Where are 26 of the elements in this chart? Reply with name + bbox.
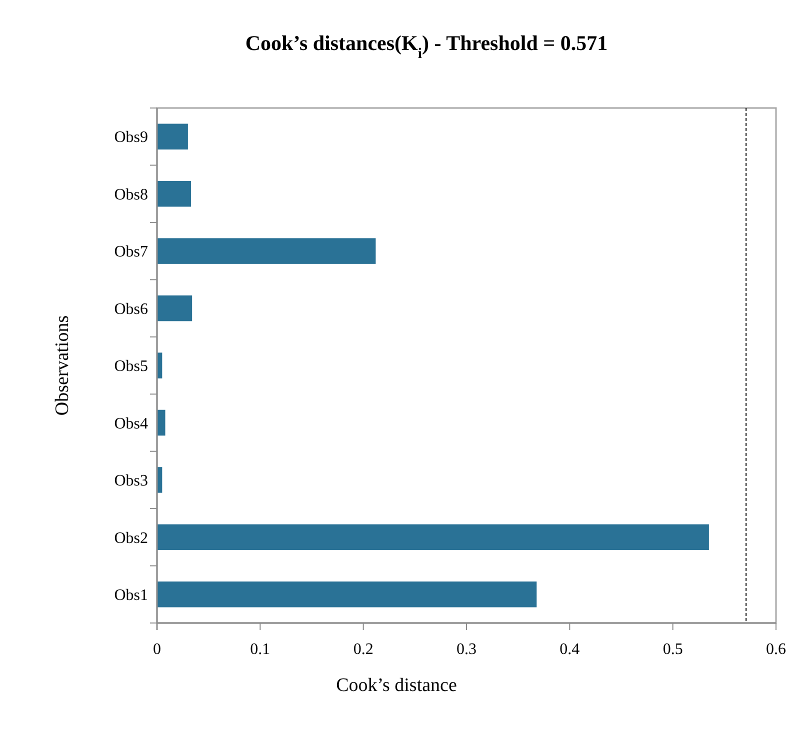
bar xyxy=(157,180,192,207)
chart-title: Cook’s distances(K$_{i}$) - Threshold = 0.571 xyxy=(245,31,608,62)
x-tick-label: 0.4 xyxy=(560,641,580,658)
y-tick-label: Obs9 xyxy=(114,129,148,146)
y-tick-label: Obs3 xyxy=(114,472,148,490)
y-tick-label: Obs4 xyxy=(114,415,148,432)
bar xyxy=(157,295,192,322)
y-axis-title: Observations xyxy=(52,315,73,416)
y-tick-label: Obs1 xyxy=(114,586,148,604)
x-tick-label: 0.5 xyxy=(662,641,683,658)
x-tick-label: 0.6 xyxy=(766,641,786,658)
y-tick-label: Obs6 xyxy=(114,300,148,318)
x-axis-title: Cook’s distance xyxy=(336,675,457,696)
bar xyxy=(157,524,709,550)
bar xyxy=(157,582,537,608)
bar xyxy=(157,410,166,436)
y-tick-label: Obs5 xyxy=(114,358,148,376)
bar xyxy=(157,238,376,264)
x-tick-label: 0.1 xyxy=(250,641,270,658)
y-tick-label: Obs7 xyxy=(114,244,148,261)
y-tick-label: Obs2 xyxy=(114,530,148,547)
y-tick-label: Obs8 xyxy=(114,186,148,204)
x-tick-label: 0.2 xyxy=(353,641,374,658)
bar xyxy=(157,124,188,150)
x-tick-label: 0 xyxy=(153,641,161,658)
x-tick-label: 0.3 xyxy=(456,641,476,658)
